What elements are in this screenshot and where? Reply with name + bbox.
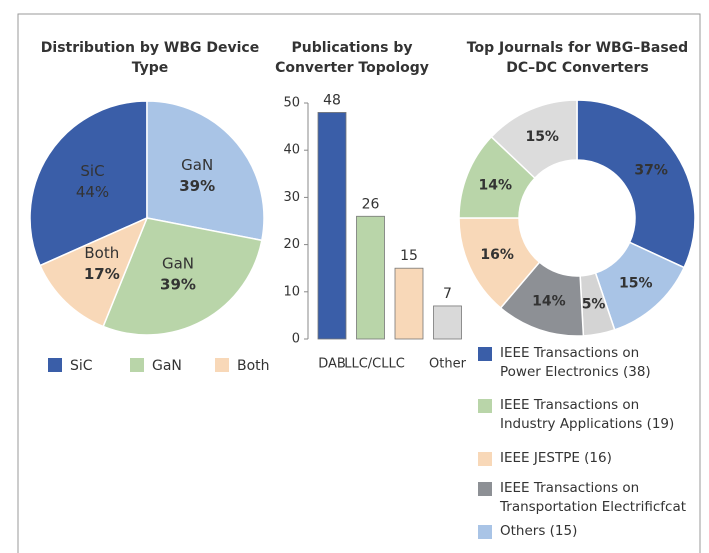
slice <box>146 100 265 242</box>
value-label: 17% <box>84 265 120 283</box>
value-label: 14% <box>532 293 566 309</box>
value-label: 15 <box>400 248 418 264</box>
legend-swatch <box>130 358 144 372</box>
legend-swatch <box>48 358 62 372</box>
y-tick-label: 40 <box>283 143 300 158</box>
legend-label: SiC <box>70 358 93 374</box>
legend-swatch <box>478 525 492 539</box>
legend-swatch <box>478 347 492 361</box>
x-tick-label: Other <box>429 357 467 372</box>
legend-label: Transportation Electrificfcat <box>500 499 687 515</box>
y-tick-label: 20 <box>283 237 300 252</box>
slice <box>39 216 149 328</box>
y-tick-label: 50 <box>283 96 300 111</box>
legend-label: Others (15) <box>500 523 578 539</box>
value-label: 39% <box>179 177 215 195</box>
value-label: 44% <box>76 183 109 201</box>
legend-label: Power Electronics (38) <box>500 364 651 380</box>
legend-swatch <box>478 452 492 466</box>
value-label: 5% <box>582 296 606 312</box>
legend-swatch <box>478 399 492 413</box>
legend-swatch <box>478 482 492 496</box>
bar <box>317 112 347 340</box>
bar <box>394 267 424 340</box>
chart-title: Top Journals for WBG–Based DC–DC Convert… <box>466 40 689 76</box>
slice <box>102 217 263 336</box>
chart-title: Distribution by WBG Device Type <box>40 40 260 76</box>
chart-title: Publications by Converter Topology <box>275 40 429 76</box>
value-label: 37% <box>634 163 668 179</box>
value-label: 15% <box>525 129 559 145</box>
value-label: 26 <box>362 196 380 212</box>
legend-label: IEEE Transactions on <box>500 345 640 361</box>
bar <box>433 305 462 340</box>
slice <box>576 99 696 269</box>
slice <box>490 99 578 180</box>
value-label: 7 <box>443 286 452 302</box>
y-tick-label: 0 <box>292 332 300 347</box>
value-label: 39% <box>160 276 196 294</box>
slice-name: GaN <box>162 255 194 273</box>
slice <box>29 100 148 267</box>
slice-name: GaN <box>181 156 213 174</box>
y-tick-label: 10 <box>283 284 300 299</box>
x-tick-label: LLC/CLLC <box>344 357 405 372</box>
y-tick-label: 30 <box>283 190 300 205</box>
legend-label: GaN <box>152 358 182 374</box>
frame <box>17 13 701 553</box>
slice-name: SiC <box>80 162 104 180</box>
bar <box>356 215 385 340</box>
slice-name: Both <box>84 244 119 262</box>
value-label: 16% <box>480 247 514 263</box>
x-tick-label: DAB <box>318 357 346 372</box>
legend-label: IEEE Transactions on <box>500 397 640 413</box>
legend-label: Industry Applications (19) <box>500 416 675 432</box>
legend-label: IEEE JESTPE (16) <box>500 450 612 466</box>
value-label: 15% <box>619 276 653 292</box>
value-label: 14% <box>478 177 512 193</box>
legend-label: IEEE Transactions on <box>500 480 640 496</box>
legend-label: Both <box>237 358 270 374</box>
legend-swatch <box>215 358 229 372</box>
value-label: 48 <box>323 92 341 108</box>
